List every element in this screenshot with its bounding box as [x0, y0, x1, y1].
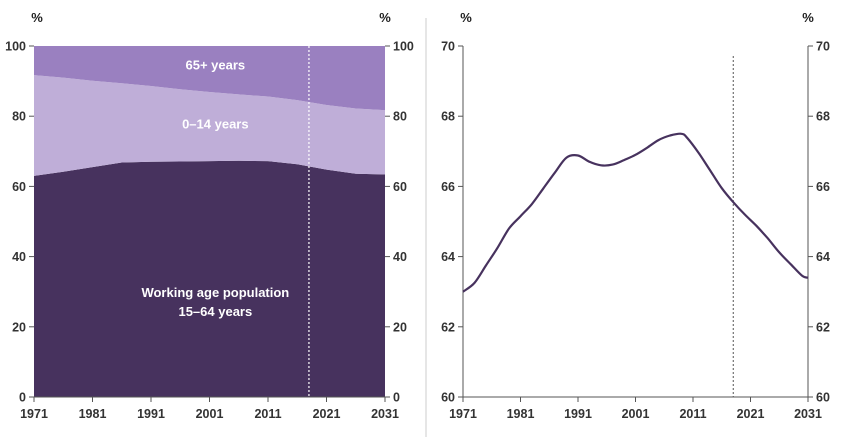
left-ytick-label: 20	[12, 320, 26, 334]
age-structure-chart: % % Working age population 15–64 years 0–1…	[5, 10, 414, 421]
right-ytick-label: 60	[441, 391, 455, 405]
children-area	[34, 75, 385, 176]
left-ytick-label-right: 40	[393, 250, 407, 264]
right-ytick-label-right: 60	[816, 391, 830, 405]
right-ytick-label: 68	[441, 110, 455, 124]
left-xtick-label: 2021	[313, 407, 341, 421]
right-ytick-label: 70	[441, 40, 455, 54]
left-ytick-label-right: 80	[393, 110, 407, 124]
left-xtick-label: 2011	[254, 407, 281, 421]
left-chart-left-ticks: 0 20 40 60 80 100	[5, 40, 34, 405]
right-ytick-label: 62	[441, 320, 455, 334]
right-ytick-label-right: 64	[816, 250, 830, 264]
right-chart-left-ticks: 60 62 64 66 68 70	[441, 40, 463, 405]
right-ytick-label-right: 70	[816, 40, 830, 54]
left-ytick-label: 80	[12, 110, 26, 124]
left-xtick-label: 1981	[79, 407, 107, 421]
right-xtick-label: 1981	[507, 407, 535, 421]
right-ytick-label-right: 66	[816, 180, 830, 194]
left-xtick-label: 1991	[137, 407, 165, 421]
right-ytick-label-right: 68	[816, 110, 830, 124]
right-xtick-label: 2001	[622, 407, 650, 421]
right-xtick-label: 2011	[679, 407, 706, 421]
left-ytick-label-right: 100	[393, 40, 414, 54]
elderly-area-label: 65+ years	[186, 58, 246, 73]
working-age-area-label: 15–64 years	[178, 304, 252, 319]
left-chart-x-ticks: 1971 1981 1991 2001 2011 2021 2031	[20, 397, 399, 421]
stacked-areas	[34, 46, 385, 397]
right-ytick-label: 66	[441, 180, 455, 194]
working-age-share-line	[462, 132, 809, 293]
right-chart-right-unit: %	[802, 10, 814, 25]
left-chart-right-ticks: 0 20 40 60 80 100	[385, 40, 414, 405]
left-ytick-label: 100	[5, 40, 26, 54]
left-chart-right-unit: %	[379, 10, 391, 25]
right-xtick-label: 1971	[449, 407, 477, 421]
left-chart-left-unit: %	[31, 10, 43, 25]
left-xtick-label: 2031	[371, 407, 399, 421]
left-ytick-label: 40	[12, 250, 26, 264]
right-xtick-label: 2031	[794, 407, 822, 421]
right-xtick-label: 1991	[564, 407, 592, 421]
right-chart-left-unit: %	[460, 10, 472, 25]
right-chart-right-ticks: 60 62 64 66 68 70	[808, 40, 830, 405]
elderly-area	[34, 46, 385, 111]
left-xtick-label: 1971	[20, 407, 48, 421]
left-ytick-label-right: 60	[393, 180, 407, 194]
right-xtick-label: 2021	[737, 407, 765, 421]
left-ytick-label: 60	[12, 180, 26, 194]
left-ytick-label: 0	[19, 391, 26, 405]
right-chart-x-ticks: 1971 1981 1991 2001 2011 2021 2031	[449, 397, 822, 421]
children-area-label: 0–14 years	[182, 116, 249, 131]
band-labels: Working age population 15–64 years 0–14 ye…	[141, 58, 289, 319]
working-age-area	[34, 160, 385, 397]
working-age-area-label: Working age population	[141, 285, 289, 300]
right-ytick-label: 64	[441, 250, 455, 264]
right-ytick-label-right: 62	[816, 320, 830, 334]
left-xtick-label: 2001	[196, 407, 224, 421]
left-ytick-label-right: 0	[393, 391, 400, 405]
left-ytick-label-right: 20	[393, 320, 407, 334]
